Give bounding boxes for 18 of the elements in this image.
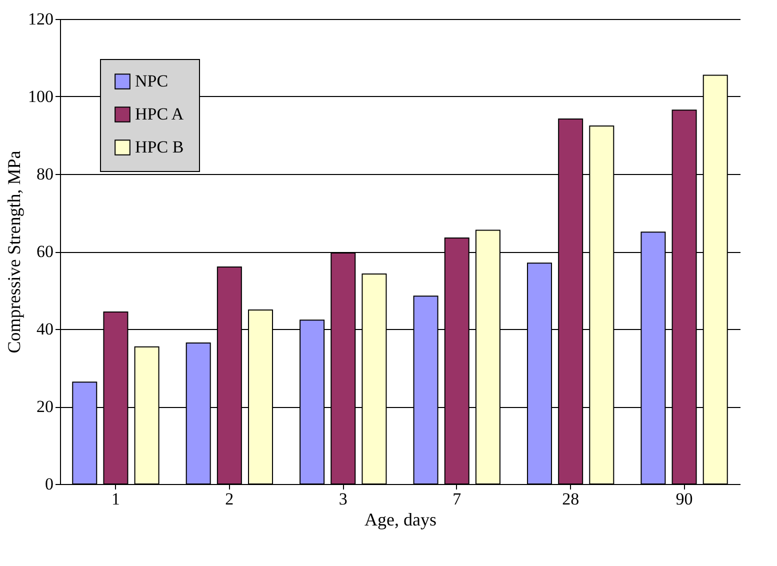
legend-label: HPC B	[135, 138, 184, 156]
x-tick-label: 2	[225, 490, 234, 508]
y-tick-label: 120	[28, 10, 54, 28]
x-axis-title: Age, days	[364, 510, 436, 530]
legend-label: NPC	[135, 72, 168, 90]
x-tick-label: 1	[111, 490, 120, 508]
legend-label: HPC A	[135, 104, 184, 124]
y-tick-label: 100	[28, 87, 54, 106]
y-tick-label: 0	[45, 474, 54, 494]
x-tick-label: 3	[338, 490, 348, 508]
y-tick-label: 80	[36, 164, 54, 184]
y-tick-label: 20	[36, 397, 54, 416]
x-tick-label: 90	[676, 490, 693, 508]
y-axis-title: Compressive Strength, MPa	[4, 150, 24, 354]
y-tick-label: 60	[36, 242, 54, 261]
x-tick-label: 28	[562, 490, 580, 508]
y-tick-label: 40	[36, 320, 54, 338]
x-tick-label: 7	[452, 490, 462, 508]
